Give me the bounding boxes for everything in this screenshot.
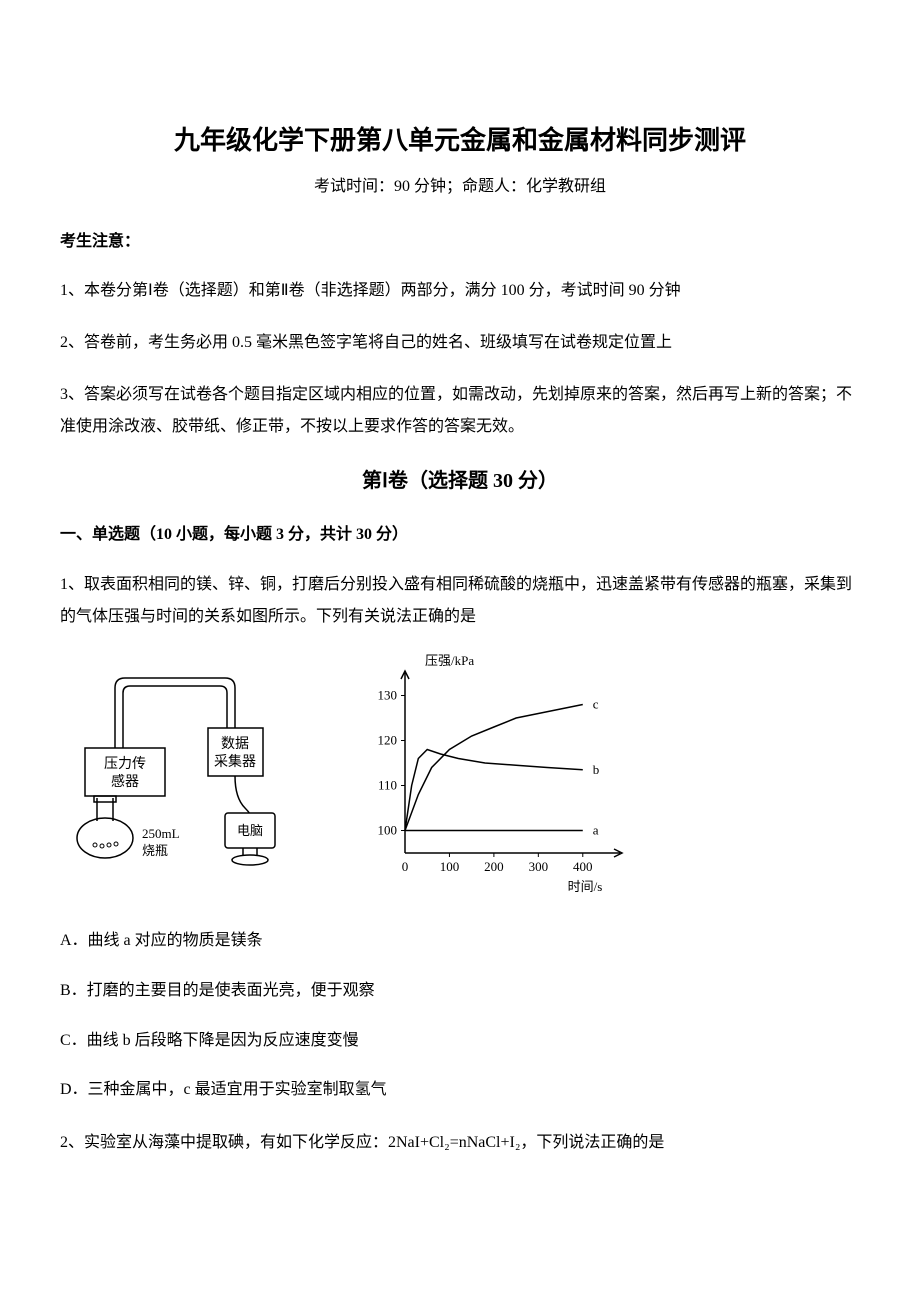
section-1-header: 第Ⅰ卷（选择题 30 分） (60, 465, 860, 497)
svg-text:时间/s: 时间/s (568, 879, 603, 894)
question-1-text: 1、取表面积相同的镁、锌、铜，打磨后分别投入盛有相同稀硫酸的烧瓶中，迅速盖紧带有… (60, 569, 860, 633)
svg-text:300: 300 (529, 859, 549, 874)
question-section-header: 一、单选题（10 小题，每小题 3 分，共计 30 分） (60, 522, 860, 548)
svg-text:b: b (593, 762, 600, 777)
q1-option-a: A．曲线 a 对应的物质是镁条 (60, 928, 860, 954)
svg-text:130: 130 (378, 688, 398, 703)
q1-option-b: B．打磨的主要目的是使表面光亮，便于观察 (60, 978, 860, 1004)
notice-item-3: 3、答案必须写在试卷各个题目指定区域内相应的位置，如需改动，先划掉原来的答案，然… (60, 379, 860, 443)
figure-container: 压力传 感器 250mL 烧瓶 数据 采集器 电脑 压强/kPa 100 110 12… (60, 653, 860, 903)
document-subtitle: 考试时间：90 分钟；命题人：化学教研组 (60, 174, 860, 200)
document-title: 九年级化学下册第八单元金属和金属材料同步测评 (60, 120, 860, 162)
svg-text:100: 100 (440, 859, 460, 874)
svg-text:120: 120 (378, 733, 398, 748)
notice-header: 考生注意： (60, 229, 860, 255)
sensor-label-1: 压力传 (104, 756, 146, 772)
pressure-time-chart: 压强/kPa 100 110 120 130 0 100 200 300 400 时间/s a b c (360, 653, 640, 903)
collector-label-1: 数据 (221, 736, 249, 752)
notice-item-1: 1、本卷分第Ⅰ卷（选择题）和第Ⅱ卷（非选择题）两部分，满分 100 分，考试时间… (60, 275, 860, 307)
notice-item-2: 2、答卷前，考生务必用 0.5 毫米黑色签字笔将自己的姓名、班级填写在试卷规定位… (60, 327, 860, 359)
collector-label-2: 采集器 (214, 753, 256, 770)
q1-option-c: C．曲线 b 后段略下降是因为反应速度变慢 (60, 1028, 860, 1054)
flask-label: 250mL (142, 826, 180, 841)
svg-text:400: 400 (573, 859, 593, 874)
svg-text:100: 100 (378, 823, 398, 838)
computer-label: 电脑 (237, 823, 263, 838)
svg-text:110: 110 (378, 778, 397, 793)
apparatus-diagram: 压力传 感器 250mL 烧瓶 数据 采集器 电脑 (60, 653, 340, 873)
svg-text:a: a (593, 823, 599, 838)
svg-text:200: 200 (484, 859, 504, 874)
flask-sublabel: 烧瓶 (142, 843, 168, 858)
sensor-label-2: 感器 (111, 773, 139, 790)
svg-text:0: 0 (402, 859, 409, 874)
question-2-text: 2、实验室从海藻中提取碘，有如下化学反应：2NaI+Cl₂=nNaCl+I₂，下… (60, 1127, 860, 1159)
svg-text:压强/kPa: 压强/kPa (425, 653, 474, 668)
svg-text:c: c (593, 697, 599, 712)
q1-option-d: D．三种金属中，c 最适宜用于实验室制取氢气 (60, 1077, 860, 1103)
